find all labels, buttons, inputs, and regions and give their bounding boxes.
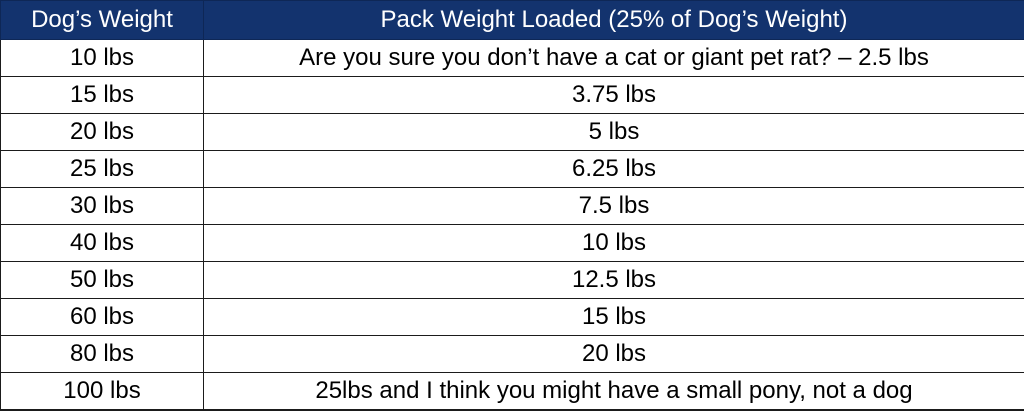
pack-weight-cell: 5 lbs xyxy=(204,114,1024,151)
table-row: 80 lbs 20 lbs xyxy=(1,336,1024,373)
table-row: 30 lbs 7.5 lbs xyxy=(1,188,1024,225)
dog-weight-cell: 100 lbs xyxy=(1,373,204,411)
dog-weight-cell: 10 lbs xyxy=(1,40,204,77)
dog-weight-cell: 30 lbs xyxy=(1,188,204,225)
pack-weight-cell: 10 lbs xyxy=(204,225,1024,262)
pack-weight-cell: 15 lbs xyxy=(204,299,1024,336)
pack-weight-cell: 6.25 lbs xyxy=(204,151,1024,188)
pack-weight-cell: 3.75 lbs xyxy=(204,77,1024,114)
table-row: 100 lbs 25lbs and I think you might have… xyxy=(1,373,1024,411)
pack-weight-cell: 25lbs and I think you might have a small… xyxy=(204,373,1024,411)
table-row: 60 lbs 15 lbs xyxy=(1,299,1024,336)
header-pack-weight: Pack Weight Loaded (25% of Dog’s Weight) xyxy=(204,1,1024,40)
table-row: 10 lbs Are you sure you don’t have a cat… xyxy=(1,40,1024,77)
dog-weight-cell: 80 lbs xyxy=(1,336,204,373)
dog-weight-cell: 25 lbs xyxy=(1,151,204,188)
dog-weight-cell: 40 lbs xyxy=(1,225,204,262)
dog-weight-cell: 50 lbs xyxy=(1,262,204,299)
table-body: 10 lbs Are you sure you don’t have a cat… xyxy=(1,40,1024,411)
dog-weight-cell: 20 lbs xyxy=(1,114,204,151)
table-row: 20 lbs 5 lbs xyxy=(1,114,1024,151)
table-row: 50 lbs 12.5 lbs xyxy=(1,262,1024,299)
pack-weight-cell: 20 lbs xyxy=(204,336,1024,373)
dog-weight-cell: 15 lbs xyxy=(1,77,204,114)
table-row: 15 lbs 3.75 lbs xyxy=(1,77,1024,114)
table-header: Dog’s Weight Pack Weight Loaded (25% of … xyxy=(1,1,1024,40)
table-row: 40 lbs 10 lbs xyxy=(1,225,1024,262)
dog-weight-cell: 60 lbs xyxy=(1,299,204,336)
table-row: 25 lbs 6.25 lbs xyxy=(1,151,1024,188)
pack-weight-cell: 7.5 lbs xyxy=(204,188,1024,225)
header-row: Dog’s Weight Pack Weight Loaded (25% of … xyxy=(1,1,1024,40)
pack-weight-cell: Are you sure you don’t have a cat or gia… xyxy=(204,40,1024,77)
pack-weight-cell: 12.5 lbs xyxy=(204,262,1024,299)
header-dog-weight: Dog’s Weight xyxy=(1,1,204,40)
